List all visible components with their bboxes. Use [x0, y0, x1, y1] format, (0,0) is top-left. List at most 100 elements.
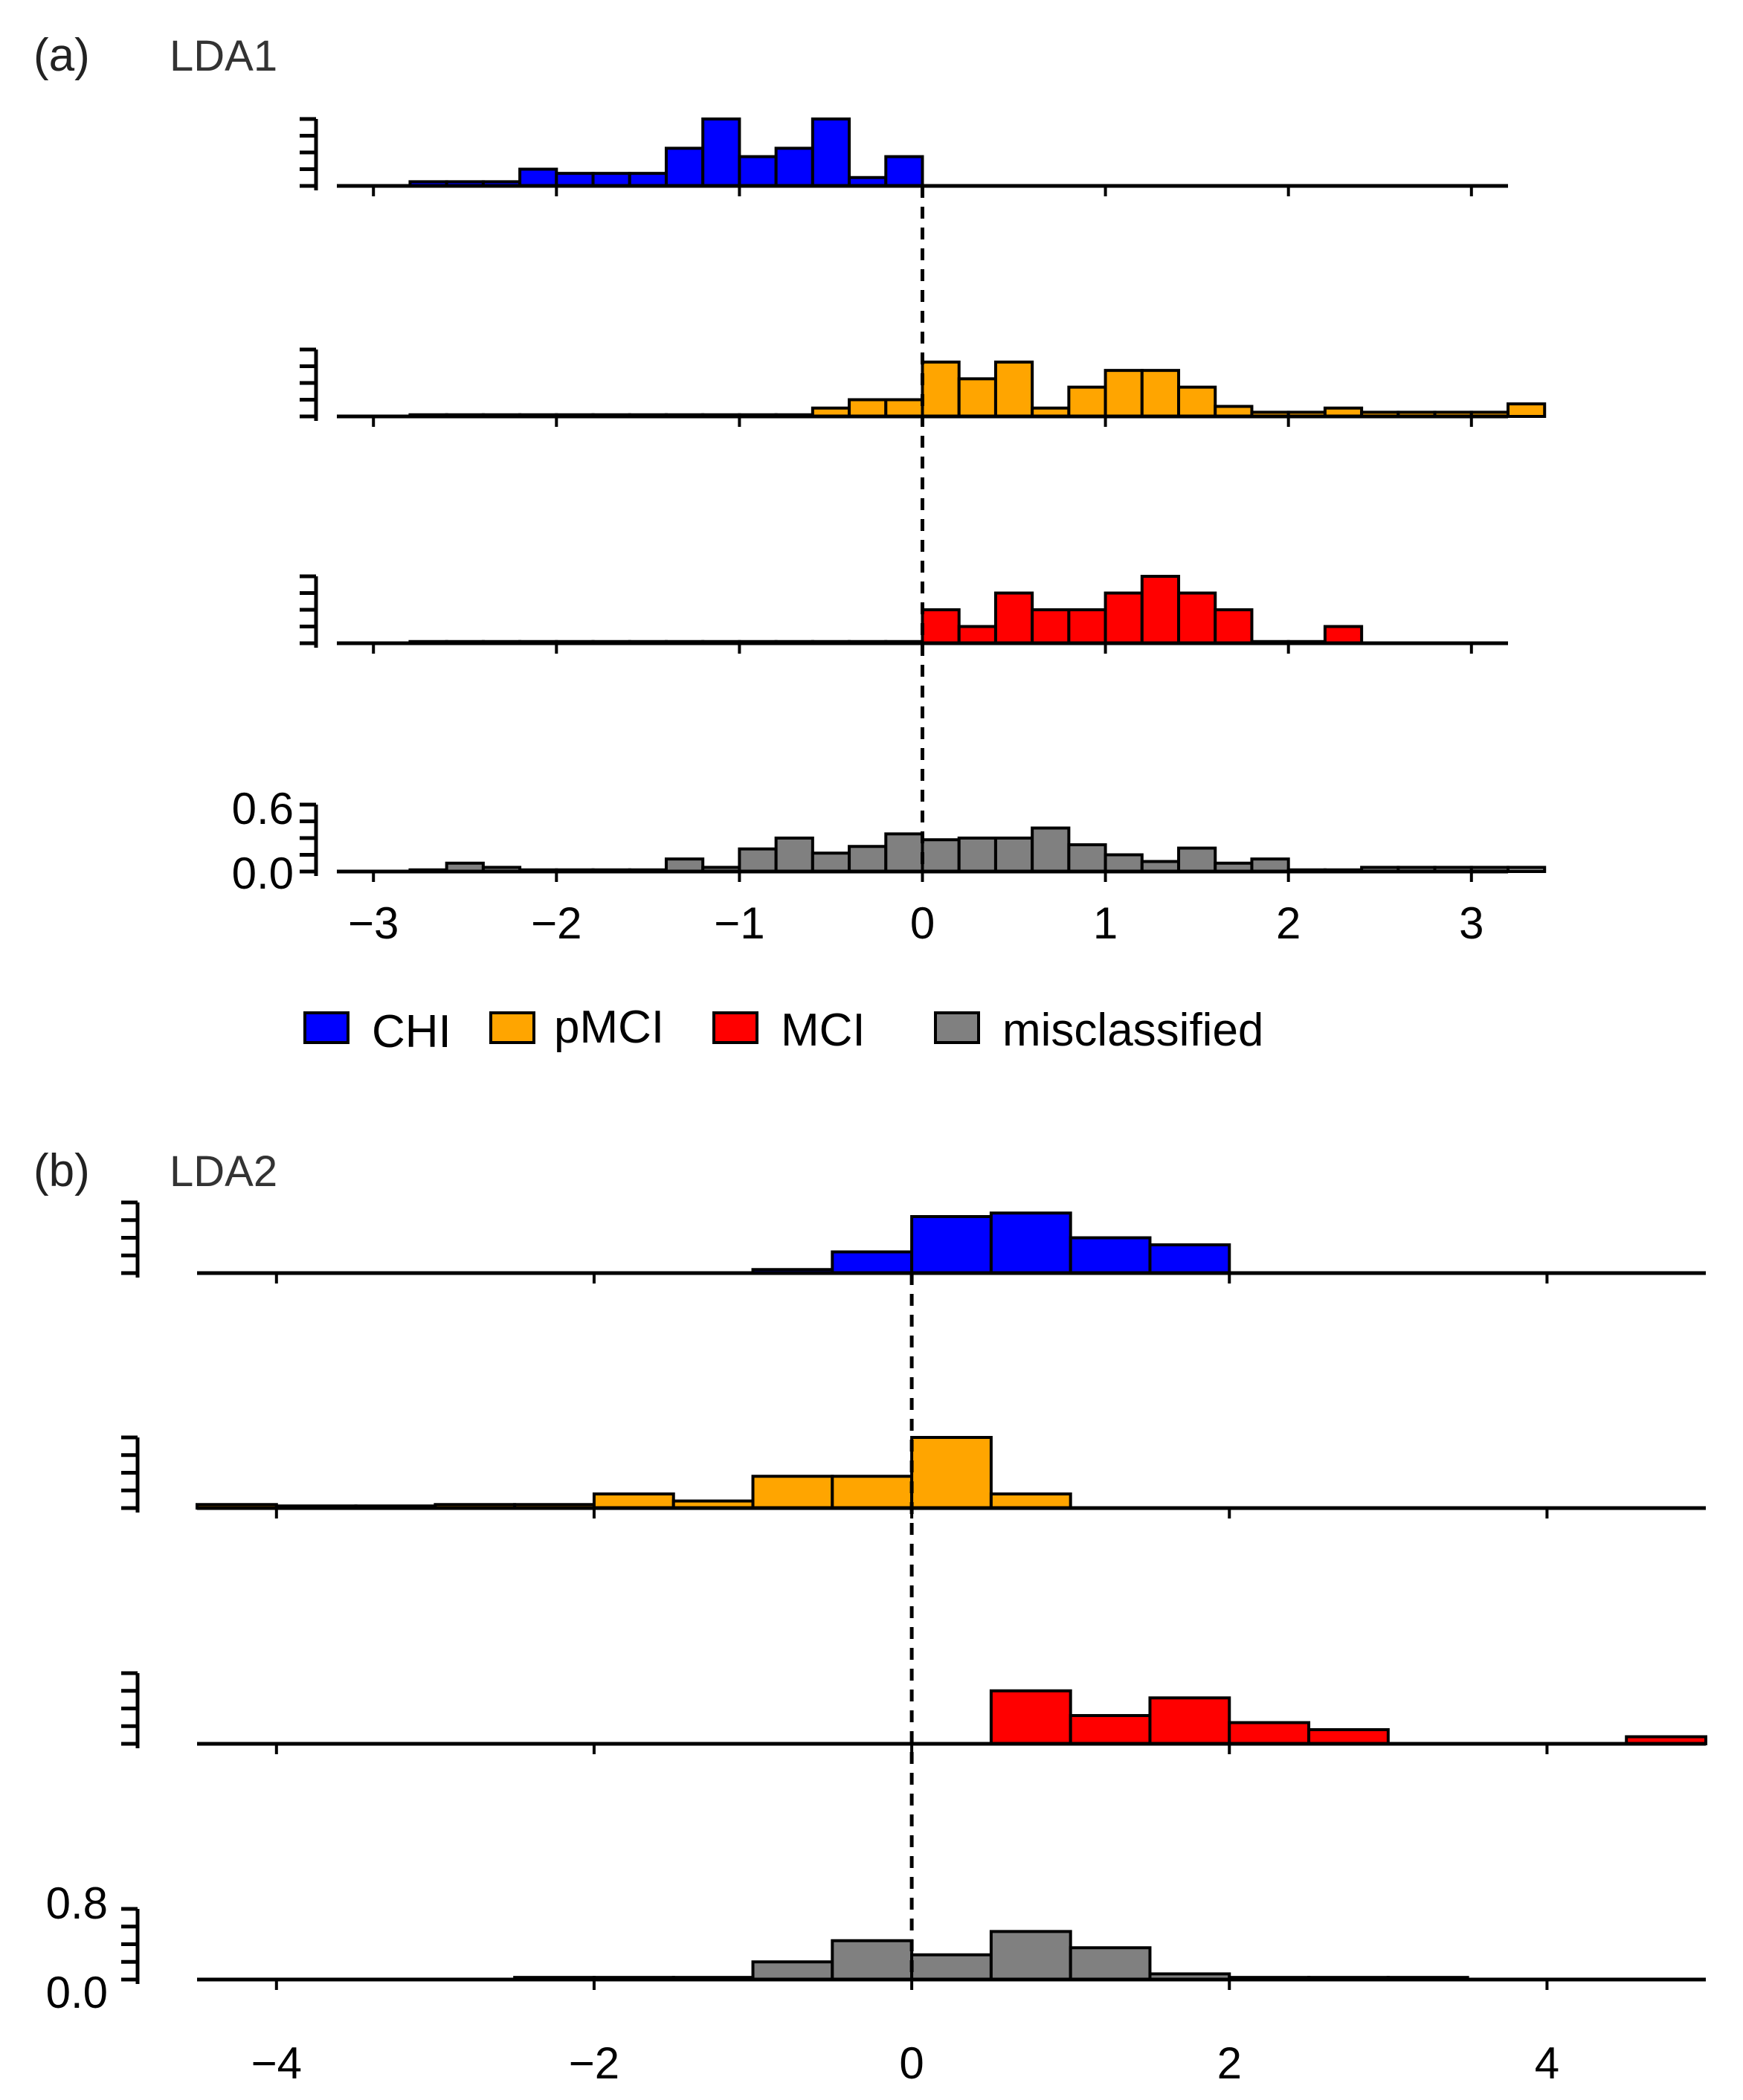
- panel-b-series-chi: [121, 1200, 1706, 1283]
- panel-b-xtick-label: −4: [251, 2038, 302, 2088]
- panel-a-misclassified-bar: [1177, 846, 1217, 873]
- panel-a-chi-bar: [591, 172, 631, 187]
- panel-a-xtick-label: −3: [348, 898, 399, 948]
- panel-a-misclassified-bar: [921, 838, 961, 873]
- panel-a-xtick-label: 1: [1093, 898, 1118, 948]
- panel-b-label: (b): [33, 1145, 90, 1196]
- panel-a-chi-bar: [628, 172, 668, 187]
- panel-a-misclassified-bar: [664, 857, 705, 873]
- panel-b-misclassified-y-axis: [121, 1907, 140, 1984]
- panel-a-mci-bar: [993, 591, 1034, 645]
- panel-a-pmci-bar: [1104, 369, 1144, 418]
- panel-a-xtick-label: 3: [1459, 898, 1483, 948]
- panel-a-mci-bar: [1067, 608, 1107, 645]
- panel-b-mci-bar: [1148, 1696, 1231, 1745]
- panel-a-misclassified-bar: [811, 851, 851, 873]
- panel-a-ytick-top: 0.6: [232, 784, 294, 834]
- panel-a-mci-bar: [1031, 608, 1071, 645]
- panel-a-pmci-bar: [1507, 402, 1547, 418]
- legend-swatch-pmci: [489, 1011, 535, 1044]
- legend-swatch-chi: [303, 1011, 349, 1044]
- panel-b-mci-y-axis: [121, 1671, 140, 1748]
- legend-label-chi: CHI: [372, 1006, 451, 1057]
- panel-b-chi-bar: [1069, 1236, 1152, 1275]
- panel-a-pmci-bar: [1177, 385, 1217, 418]
- panel-b-chi-bar: [831, 1250, 914, 1275]
- legend-label-mci: MCI: [781, 1005, 866, 1056]
- panel-b-xtick-label: 4: [1535, 2038, 1559, 2088]
- panel-a-chi-bar: [811, 117, 851, 187]
- panel-a-chi-y-axis: [300, 117, 318, 190]
- panel-b-xtick-label: −2: [569, 2038, 619, 2088]
- panel-a-mci-bar: [921, 608, 961, 645]
- panel-a-chi-bar: [738, 155, 778, 187]
- panel-a-mci-bar: [1177, 591, 1217, 645]
- panel-a-chi-bar: [884, 155, 924, 187]
- panel-a-mci-bar: [1323, 625, 1364, 645]
- panel-a-misclassified-bar: [1031, 826, 1071, 873]
- panel-a-xtick-label: −2: [531, 898, 581, 948]
- panel-b-misclassified-bar: [989, 1930, 1072, 1981]
- panel-b-pmci-bar: [831, 1475, 914, 1510]
- panel-b-mci-bar: [989, 1689, 1072, 1745]
- panel-b-chi-y-axis: [121, 1200, 140, 1278]
- panel-b-series-misclassified: [121, 1907, 1706, 1990]
- panel-a-title: LDA1: [170, 32, 277, 80]
- panel-b-xtick-label: 2: [1217, 2038, 1242, 2088]
- panel-b-series-pmci: [121, 1435, 1706, 1518]
- panel-a-misclassified-bar: [1250, 857, 1290, 873]
- panel-b-mci-bar: [1069, 1714, 1152, 1745]
- panel-a-xtick-label: −1: [714, 898, 764, 948]
- panel-a-misclassified-bar: [1507, 866, 1547, 873]
- legend-swatch-mci: [712, 1011, 758, 1044]
- panel-a-pmci-bar: [1140, 369, 1181, 418]
- panel-b-misclassified-bar: [831, 1939, 914, 1981]
- panel-b-misclassified-bar: [910, 1953, 993, 1981]
- panel-a-pmci-bar: [1067, 385, 1107, 418]
- panel-a-series-mci: [300, 574, 1508, 654]
- panel-a-chi-bar: [518, 167, 558, 187]
- panel-a-series-misclassified: [300, 802, 1547, 882]
- panel-b-ytick-top: 0.8: [46, 1878, 108, 1928]
- panel-b-pmci-bar: [910, 1436, 993, 1510]
- panel-a-pmci-bar: [848, 398, 888, 418]
- panel-b-title: LDA2: [170, 1147, 277, 1196]
- panel-b-pmci-y-axis: [121, 1435, 140, 1513]
- panel-a-mci-bar: [957, 625, 997, 645]
- panel-a-xtick-label: 2: [1276, 898, 1301, 948]
- panel-a-chi-bar: [774, 146, 814, 187]
- panel-a-misclassified-bar: [848, 845, 888, 873]
- panel-a-pmci-bar: [993, 360, 1034, 418]
- panel-b-pmci-bar: [989, 1492, 1072, 1510]
- panel-a-chi-bar: [701, 117, 741, 187]
- panel-a-series-pmci: [300, 347, 1547, 427]
- panel-b-chi-bar: [910, 1215, 993, 1275]
- panel-b-mci-bar: [1307, 1728, 1390, 1745]
- panel-b-misclassified-bar: [1069, 1946, 1152, 1981]
- panel-a-label: (a): [33, 30, 90, 81]
- panel-a-pmci-bar: [921, 360, 961, 418]
- panel-a-misclassified-bar: [738, 847, 778, 873]
- panel-b-ytick-bottom: 0.0: [46, 1968, 108, 2017]
- panel-a-histograms: −3 −2 −1 0 1 2 3: [300, 117, 1547, 948]
- legend-label-misclassified: misclassified: [1002, 1005, 1263, 1056]
- panel-a-xtick-label: 0: [910, 898, 935, 948]
- panel-b-chi-bar: [989, 1211, 1072, 1275]
- panel-a-misclassified-bar: [957, 837, 997, 873]
- panel-b-pmci-bar: [751, 1475, 834, 1510]
- panel-a-misclassified-bar: [774, 837, 814, 873]
- panel-b-chi-bar: [1148, 1243, 1231, 1275]
- panel-a-ytick-bottom: 0.0: [232, 848, 294, 898]
- panel-b-misclassified-bar: [751, 1960, 834, 1981]
- panel-a-pmci-y-axis: [300, 347, 318, 421]
- panel-b-histograms: −4 −2 0 2 4: [121, 1200, 1707, 2088]
- panel-a-mci-y-axis: [300, 574, 318, 648]
- legend: CHI pMCI MCI misclassified: [303, 1002, 1263, 1057]
- panel-a-misclassified-bar: [1104, 853, 1144, 873]
- legend-label-pmci: pMCI: [554, 1002, 664, 1053]
- panel-a-misclassified-bar: [1067, 843, 1107, 873]
- panel-a-chi-bar: [555, 172, 595, 187]
- panel-b-xtick-label: 0: [899, 2038, 924, 2088]
- panel-a-chi-bar: [664, 146, 705, 187]
